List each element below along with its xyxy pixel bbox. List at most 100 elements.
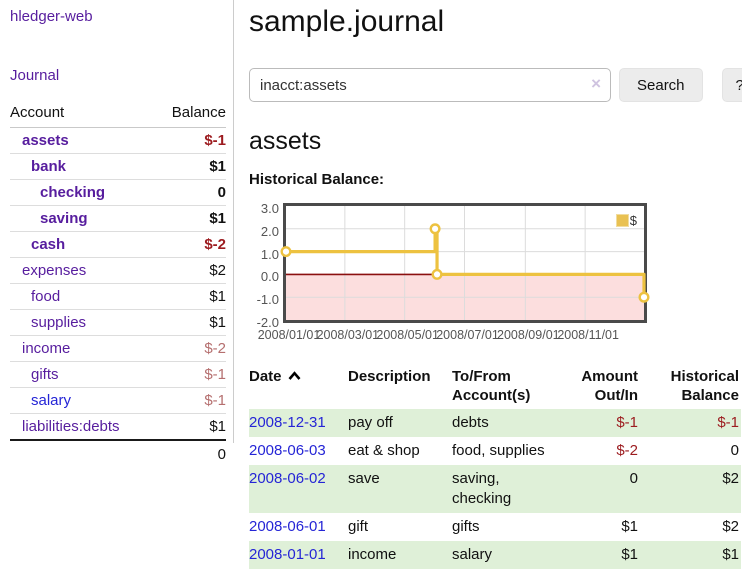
account-balance: $-1: [154, 361, 226, 388]
x-axis-tick-label: 2008/11/01: [557, 328, 619, 342]
app-title-link[interactable]: hledger-web: [10, 8, 93, 25]
register-table: Date Description To/From Account(s) Amou…: [249, 364, 741, 569]
account-row: supplies $1: [10, 309, 226, 336]
transaction-description: save: [348, 470, 380, 487]
hledger-web-app: hledger-web Journal Account Balance asse…: [0, 0, 742, 569]
transaction-accounts: food, supplies: [452, 442, 545, 459]
register-row[interactable]: 2008-01-01 income salary $1 $1: [249, 541, 741, 569]
account-link[interactable]: liabilities:debts: [22, 418, 120, 435]
transaction-description: income: [348, 546, 397, 563]
register-header-row: Date Description To/From Account(s) Amou…: [249, 364, 741, 409]
y-axis-tick-label: -1.0: [256, 292, 279, 308]
account-link[interactable]: gifts: [31, 366, 59, 383]
search-input[interactable]: [249, 68, 611, 102]
transaction-date-link[interactable]: 2008-01-01: [249, 546, 326, 563]
register-row[interactable]: 2008-12-31 pay off debts $-1 $-1: [249, 409, 741, 437]
y-axis-tick-label: -2.0: [256, 315, 279, 330]
account-link[interactable]: checking: [40, 184, 106, 201]
transaction-amount: $-1: [616, 414, 638, 431]
account-balance: $-2: [154, 335, 226, 362]
transaction-amount: $-2: [616, 442, 638, 459]
transaction-date-link[interactable]: 2008-12-31: [249, 414, 326, 431]
y-axis-tick-label: 2.0: [260, 223, 279, 239]
accounts-table: Account Balance assets $-1 bank $1 checking 0…: [10, 100, 226, 468]
transaction-description: eat & shop: [348, 442, 420, 459]
transaction-date-link[interactable]: 2008-06-01: [249, 518, 326, 535]
account-row: food $1: [10, 283, 226, 310]
x-axis-tick-label: 2008/07/01: [436, 328, 499, 342]
register-col-amount: Amount Out/In: [581, 368, 638, 404]
help-button[interactable]: ?: [721, 68, 742, 102]
transaction-amount: $1: [621, 518, 638, 535]
account-link[interactable]: food: [31, 288, 61, 305]
transaction-accounts: gifts: [452, 518, 480, 535]
account-balance: $2: [154, 257, 226, 284]
account-link[interactable]: income: [22, 340, 71, 357]
account-link[interactable]: expenses: [22, 262, 87, 279]
account-row: bank $1: [10, 153, 226, 180]
register-row[interactable]: 2008-06-01 gift gifts $1 $2: [249, 513, 741, 541]
account-row: checking 0: [10, 179, 226, 206]
register-col-date[interactable]: Date: [249, 364, 348, 409]
search-box: ×: [249, 68, 611, 102]
account-balance: 0: [154, 179, 226, 206]
data-point-marker: [429, 223, 441, 235]
x-axis-tick-label: 2008/01/01: [257, 328, 321, 342]
account-heading: assets: [249, 127, 322, 155]
chart-plot-area: $ 3.0 2.0 1.0 0.0 -1.0 -2.0 2008/01/01 2008/03/…: [257, 202, 650, 342]
transaction-amount: $1: [621, 546, 638, 563]
account-balance: $1: [154, 283, 226, 310]
account-row: expenses $2: [10, 257, 226, 284]
register-row[interactable]: 2008-06-03 eat & shop food, supplies $-2 0: [249, 437, 741, 465]
account-link[interactable]: supplies: [31, 314, 87, 331]
x-axis-tick-label: 2008/03/01: [316, 328, 380, 342]
account-balance: $1: [154, 153, 226, 180]
account-balance: $-2: [154, 231, 226, 258]
account-balance: $-1: [154, 387, 226, 414]
account-row: assets $-1: [10, 128, 226, 154]
transaction-amount: 0: [629, 470, 638, 487]
account-row: liabilities:debts $1: [10, 413, 226, 440]
main-content: sample.journal × Search ? assets Histori…: [234, 0, 742, 569]
search-button[interactable]: Search: [619, 68, 703, 102]
account-link[interactable]: assets: [22, 132, 69, 149]
accounts-total-row: 0: [10, 439, 226, 468]
account-link[interactable]: saving: [40, 210, 88, 227]
transaction-date-link[interactable]: 2008-06-03: [249, 442, 326, 459]
account-balance: $1: [154, 309, 226, 336]
account-link[interactable]: salary: [31, 392, 72, 409]
y-axis-tick-label: 1.0: [260, 246, 279, 262]
search-bar: × Search ?: [249, 68, 742, 102]
balance-chart: $ 3.0 2.0 1.0 0.0 -1.0 -2.0 2008/01/01 2008/03/…: [249, 202, 741, 343]
data-point-marker: [431, 268, 443, 280]
account-row: salary $-1: [10, 387, 226, 414]
x-axis-tick-label: 2008/05/01: [376, 328, 439, 342]
register-row[interactable]: 2008-06-02 save saving, checking 0 $2: [249, 465, 741, 513]
transaction-accounts: debts: [452, 414, 489, 431]
transaction-description: pay off: [348, 414, 393, 431]
account-row: income $-2: [10, 335, 226, 362]
chart-title: Historical Balance:: [249, 171, 385, 188]
sort-asc-icon: [288, 367, 301, 386]
account-balance: $1: [154, 205, 226, 232]
transaction-accounts: saving, checking: [452, 470, 512, 507]
accounts-col-account: Account: [10, 100, 155, 128]
legend-label: $: [629, 213, 637, 228]
account-balance: $1: [154, 413, 226, 440]
sidebar: hledger-web Journal Account Balance asse…: [0, 0, 234, 468]
accounts-col-balance: Balance: [154, 100, 226, 128]
transaction-balance: 0: [730, 442, 739, 459]
transaction-description: gift: [348, 518, 369, 535]
account-row: gifts $-1: [10, 361, 226, 388]
clear-icon[interactable]: ×: [591, 74, 601, 93]
transaction-date-link[interactable]: 2008-06-02: [249, 470, 326, 487]
register-col-description: Description: [348, 368, 431, 385]
sidebar-item-journal[interactable]: Journal: [10, 67, 60, 84]
page-title: sample.journal: [249, 5, 445, 38]
data-point-marker: [638, 291, 650, 303]
register-col-accounts: To/From Account(s): [452, 368, 531, 404]
account-row: saving $1: [10, 205, 226, 232]
transaction-balance: $-1: [717, 414, 739, 431]
account-link[interactable]: bank: [31, 158, 67, 175]
account-link[interactable]: cash: [31, 236, 66, 253]
